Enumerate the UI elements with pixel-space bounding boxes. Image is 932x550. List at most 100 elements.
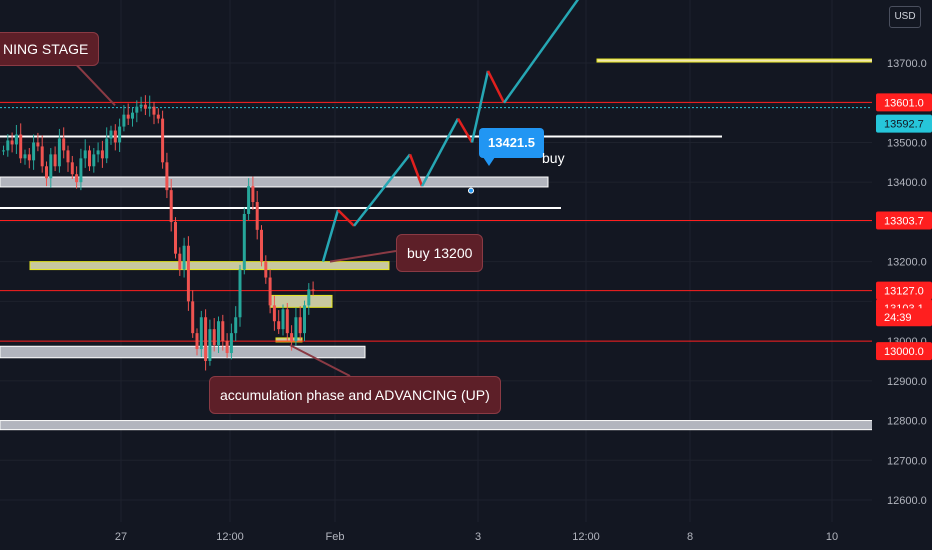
candle-body — [272, 305, 276, 322]
candle-body — [255, 202, 259, 230]
candle-body — [70, 162, 74, 175]
buy-callout: buy 13200 — [396, 234, 484, 272]
projection-path — [69, 0, 580, 377]
price-label-text: 24:39 — [884, 312, 912, 324]
candle-body — [100, 150, 104, 159]
candle-body — [79, 158, 83, 183]
candles — [2, 95, 315, 371]
buy-label: buy — [542, 150, 565, 166]
projection-segment — [408, 153, 424, 187]
candle-body — [191, 301, 195, 334]
projection-segment — [486, 70, 506, 104]
grey-zone — [0, 420, 878, 431]
candle-body — [109, 130, 113, 139]
candle-body — [307, 289, 311, 306]
candle-body — [294, 317, 298, 342]
candle-body — [208, 329, 212, 361]
candle-body — [298, 317, 302, 334]
candle-body — [126, 114, 130, 119]
price-label-text: 13303.7 — [884, 215, 924, 227]
candle-body — [53, 154, 57, 167]
candle-body — [195, 333, 199, 350]
projection-segment — [321, 209, 340, 262]
price-label-box — [876, 211, 932, 230]
price-label-text: 13592.7 — [884, 119, 924, 131]
candle-body — [135, 106, 139, 113]
candle-body — [66, 150, 70, 163]
candle-body — [148, 106, 152, 109]
candle-body — [19, 134, 23, 159]
price-label-box — [876, 308, 932, 327]
y-tick-label: 13700.0 — [887, 58, 927, 70]
candle-body — [75, 174, 79, 183]
candle-body — [156, 114, 160, 119]
candle-body — [32, 142, 36, 161]
candle-body — [182, 245, 186, 270]
y-tick-label: 13400.0 — [887, 177, 927, 189]
x-tick-label: 12:00 — [216, 531, 244, 543]
callout-pointer — [289, 344, 351, 377]
x-tick-label: 8 — [687, 531, 693, 543]
candle-body — [260, 229, 263, 262]
candle-body — [268, 277, 272, 306]
price-label-text: 13000.0 — [884, 346, 924, 358]
candle-body — [264, 261, 268, 278]
projection-segment — [420, 118, 460, 187]
candle-body — [14, 134, 18, 145]
candle-body — [199, 317, 203, 350]
candle-body — [178, 253, 182, 270]
x-tick-label: 3 — [475, 531, 481, 543]
candle-body — [36, 142, 40, 147]
candle-body — [96, 150, 100, 155]
candle-body — [174, 221, 177, 254]
candle-body — [45, 166, 48, 179]
x-tick-label: 12:00 — [572, 531, 600, 543]
yellow-zone — [275, 337, 303, 343]
candle-body — [285, 309, 289, 334]
price-label-box — [876, 93, 932, 112]
candle-body — [225, 341, 229, 354]
price-flag: 13421.5 — [479, 128, 544, 166]
candle-body — [251, 186, 255, 203]
candle-body — [105, 138, 109, 159]
candle-body — [2, 150, 5, 152]
projection-segment — [470, 70, 490, 143]
candle-body — [165, 162, 169, 191]
price-axis: 12600.012700.012800.012900.013000.013100… — [872, 0, 932, 550]
candle-body — [27, 154, 31, 161]
candle-body — [221, 321, 225, 342]
candle-body — [169, 190, 173, 222]
candle-body — [139, 104, 143, 107]
candle-body — [40, 146, 44, 167]
price-label-box — [876, 114, 932, 133]
candle-body — [113, 130, 117, 143]
projection-segment — [456, 117, 474, 144]
yellow-zone — [29, 261, 390, 271]
accumulation-callout: accumulation phase and ADVANCING (UP) — [209, 376, 501, 414]
candle-body — [311, 289, 315, 291]
candle-body — [118, 126, 122, 143]
y-tick-label: 12900.0 — [887, 376, 927, 388]
x-tick-label: 10 — [826, 531, 838, 543]
candle-body — [238, 269, 242, 318]
yellow-zone — [269, 294, 333, 308]
projection-segment — [502, 0, 580, 104]
candle-body — [217, 321, 220, 346]
candle-body — [83, 150, 87, 159]
candle-body — [229, 333, 233, 354]
price-label-box — [876, 281, 932, 300]
price-label-text: 13127.0 — [884, 286, 924, 298]
x-tick-label: Feb — [326, 531, 345, 543]
candle-body — [234, 317, 238, 334]
price-label-box — [876, 342, 932, 361]
projection-segment — [353, 153, 411, 227]
candle-body — [131, 112, 134, 119]
candle-body — [281, 309, 285, 330]
candle-body — [303, 305, 306, 334]
candle-body — [6, 140, 10, 151]
price-label-text: 13601.0 — [884, 97, 924, 109]
currency-badge[interactable]: USD — [889, 6, 921, 28]
y-tick-label: 12600.0 — [887, 495, 927, 507]
stage-callout: NING STAGE — [0, 32, 100, 66]
